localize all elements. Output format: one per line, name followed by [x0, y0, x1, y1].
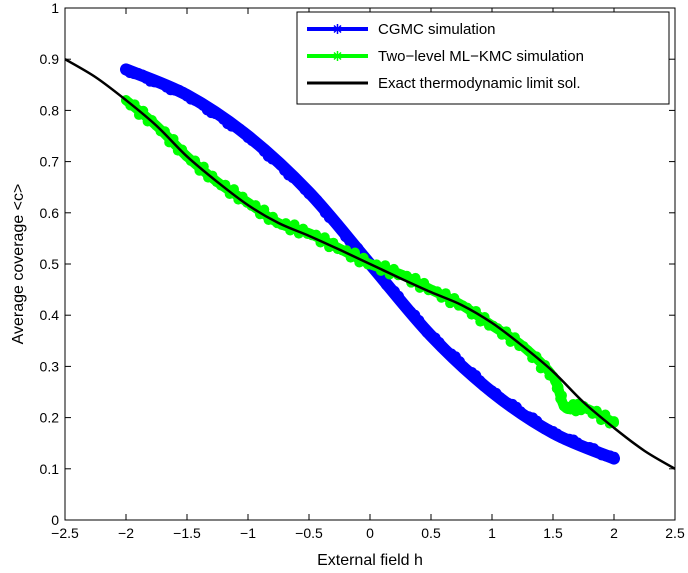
y-tick-label: 0.8 — [40, 102, 60, 118]
y-tick-label: 0 — [51, 512, 59, 528]
x-tick-label: 2 — [610, 525, 618, 541]
legend-entry: Exact thermodynamic limit sol. — [307, 75, 581, 92]
series-marker — [380, 260, 391, 271]
y-tick-label: 0.6 — [40, 205, 60, 221]
series-marker — [608, 451, 620, 463]
legend-marker-icon — [332, 51, 343, 61]
y-tick-label: 0.2 — [40, 410, 60, 426]
legend-label: CGMC simulation — [378, 21, 496, 38]
series-marker — [440, 288, 451, 299]
legend-entry: CGMC simulation — [307, 21, 496, 38]
series-marker — [419, 277, 430, 288]
y-tick-label: 1 — [51, 0, 59, 16]
y-tick-label: 0.5 — [40, 256, 60, 272]
y-tick-label: 0.7 — [40, 154, 60, 170]
series-marker — [509, 332, 520, 343]
x-axis-label: External field h — [317, 552, 423, 569]
x-tick-label: 1 — [488, 525, 496, 541]
series-marker — [410, 272, 421, 283]
x-tick-label: −2 — [118, 525, 134, 541]
x-tick-label: −1.5 — [173, 525, 201, 541]
x-tick-label: −0.5 — [295, 525, 323, 541]
x-tick-label: 1.5 — [543, 525, 563, 541]
y-axis-label: Average coverage <c> — [10, 184, 27, 345]
series-marker — [159, 126, 170, 137]
series-marker — [289, 219, 300, 230]
y-tick-label: 0.4 — [40, 307, 60, 323]
legend-label: Exact thermodynamic limit sol. — [378, 75, 581, 92]
series-marker — [556, 390, 567, 401]
x-tick-label: 0.5 — [421, 525, 441, 541]
y-tick-label: 0.1 — [40, 461, 60, 477]
y-tick-label: 0.3 — [40, 358, 60, 374]
legend: CGMC simulation Two−level ML−KMC simulati… — [296, 11, 670, 105]
series-marker — [609, 416, 619, 427]
x-tick-label: 0 — [366, 525, 374, 541]
x-tick-label: 2.5 — [665, 525, 685, 541]
series-marker — [553, 381, 564, 392]
legend-marker-icon — [332, 24, 343, 34]
series-marker — [129, 99, 140, 110]
legend-entry: Two−level ML−KMC simulation — [307, 48, 584, 65]
x-tick-label: −1 — [240, 525, 256, 541]
x-tick-label: −2.5 — [51, 525, 79, 541]
series-cgmc-simulation — [120, 63, 620, 465]
series-marker — [259, 204, 270, 215]
legend-label: Two−level ML−KMC simulation — [378, 48, 584, 65]
series-line — [65, 58, 675, 470]
ticks-layer: −2.5 −2 −1.5 −1 −0.5 0 0.5 1 1.5 2 2.5 0 0.1 0.2 0.3 0.… — [40, 0, 685, 541]
series-exact-thermodynamic-limit-sol — [65, 58, 675, 470]
series-marker — [319, 232, 330, 243]
series-marker — [600, 409, 611, 420]
y-tick-label: 0.9 — [40, 51, 60, 67]
series-layer — [65, 58, 675, 470]
